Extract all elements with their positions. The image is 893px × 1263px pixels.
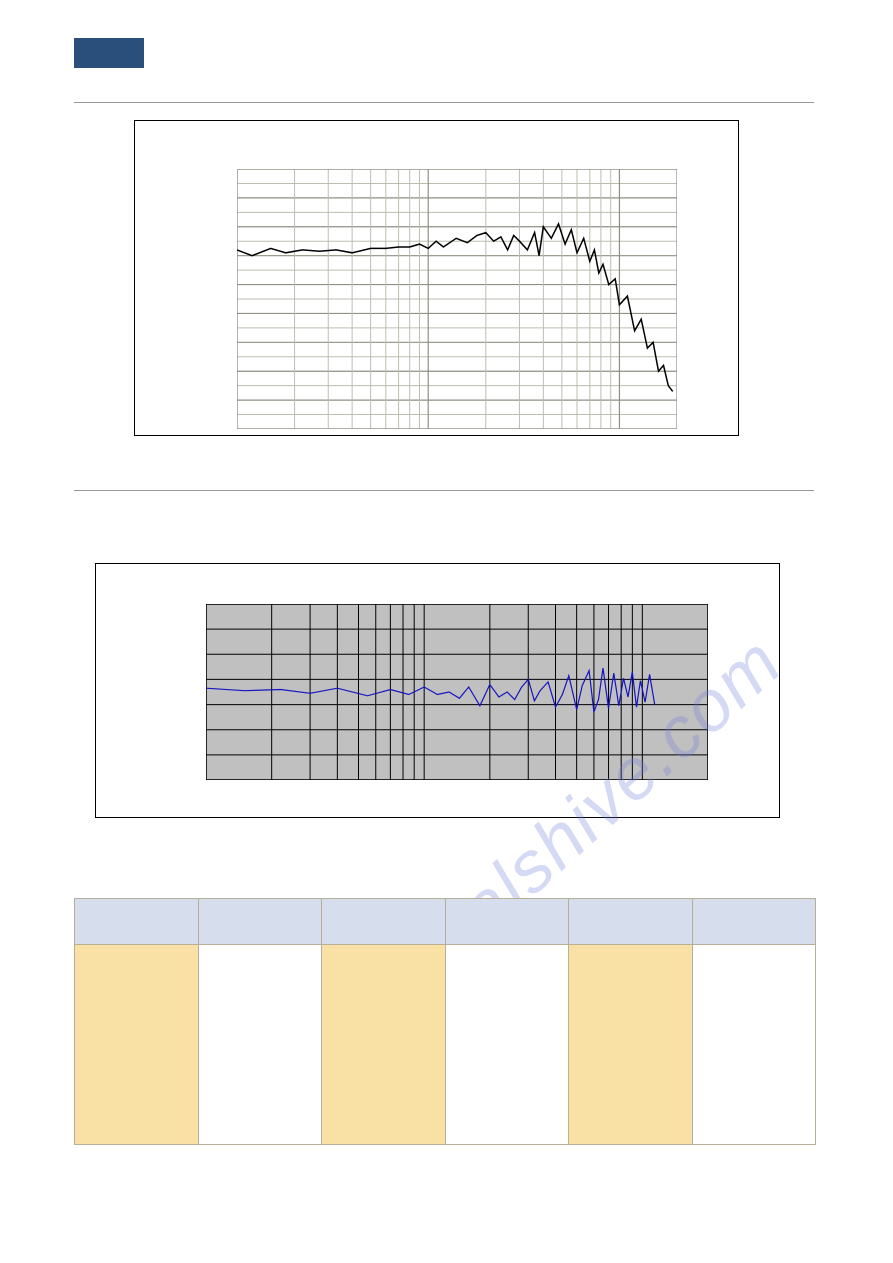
table-header-cell xyxy=(445,899,569,945)
chart-frequency-response xyxy=(237,169,677,429)
table-header-cell xyxy=(198,899,322,945)
table-row xyxy=(75,945,816,1145)
table-header-cell xyxy=(569,899,693,945)
page-corner-badge xyxy=(74,38,144,68)
divider-top xyxy=(74,102,814,103)
table-header-row xyxy=(75,899,816,945)
table-cell xyxy=(445,945,569,1145)
spec-table xyxy=(74,898,816,1145)
table-cell xyxy=(692,945,816,1145)
chart-frequency-response-frame xyxy=(134,120,739,436)
chart-impedance-frame xyxy=(95,563,780,818)
table-cell xyxy=(75,945,199,1145)
table-cell xyxy=(569,945,693,1145)
table-cell xyxy=(198,945,322,1145)
table-header-cell xyxy=(692,899,816,945)
table-cell xyxy=(322,945,446,1145)
table-header-cell xyxy=(75,899,199,945)
divider-mid xyxy=(74,490,814,491)
chart-impedance xyxy=(206,604,708,780)
table-header-cell xyxy=(322,899,446,945)
